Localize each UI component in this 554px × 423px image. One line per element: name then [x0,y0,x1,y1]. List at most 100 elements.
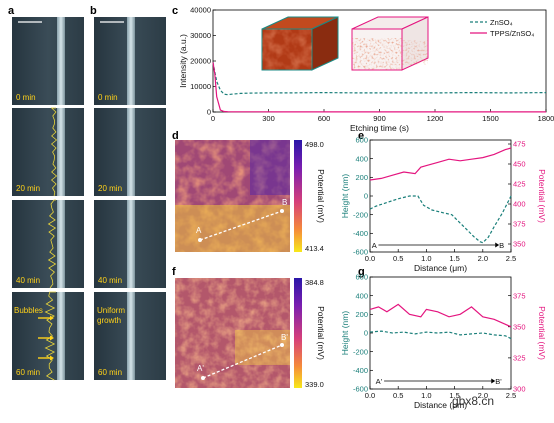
x-tick-label: 0.5 [393,254,403,263]
y-tick-label: 400 [355,291,368,300]
y-right-tick-label: 375 [513,220,526,229]
map-d-colorbar-min: 413.4 [305,244,324,253]
y-tick-label: -200 [353,347,368,356]
map-f-colorbar-max: 384.8 [305,278,324,287]
y-right-tick-label: 350 [513,240,526,249]
x-tick-label: 300 [262,114,275,123]
bubble-arrowhead-1 [50,335,54,341]
x-tick-label: 2.5 [506,391,516,400]
series-line-height [369,330,512,340]
watermark-text: gbx8.cn [452,394,494,408]
map-d-colorbar-label: Potential (mV) [316,169,326,223]
x-tick-label: 900 [373,114,386,123]
y-tick-label: 200 [355,173,368,182]
b-photo-0: 0 min [94,17,166,105]
legend-entry: ZnSO₄ [490,18,513,27]
panel-c-chart: 0 300 600 900 1200 1500 1800 0 10000 20000 30000 40… [178,6,554,133]
y-right-tick-label: 325 [513,353,526,362]
y-tick-label: 0 [364,329,368,338]
y-tick-label: -600 [353,385,368,394]
b-photo-1: 20 min [94,108,166,196]
x-tick-label: 2.0 [478,254,488,263]
y-tick-label: 0 [207,108,211,117]
x-tick-label: 1800 [538,114,554,123]
map-f-colorbar-min: 339.0 [305,380,324,389]
y-right-tick-label: 350 [513,322,526,331]
y-tick-label: -600 [353,248,368,257]
a-photo-3: 60 min [12,291,84,381]
b-time-label: 60 min [98,368,122,377]
x-tick-label: 1.0 [421,254,431,263]
y-tick-label: 0 [364,192,368,201]
x-tick-label: 600 [318,114,331,123]
a-photo-0: 0 min [12,17,84,105]
y-right-tick-label: 400 [513,200,526,209]
x-tick-label: 1.5 [449,254,459,263]
map-f-start-label: A' [197,364,204,373]
panel-g-chart: 0.0 0.5 1.0 1.5 2.0 2.5 -600 -400 -200 0 200 400 600… [340,273,547,410]
x-axis-title: Distance (μm) [414,400,467,410]
map-d-start-label: A [196,226,202,235]
map-f-colorbar [294,278,302,388]
y-axis-title: Intensity (a.u.) [178,34,188,88]
y-axis-title: Height (nm) [340,311,350,356]
panel-f-potential-map: A' B' 384.8 339.0 Potential (mV) [175,278,326,389]
b-photo-3: 60 min [94,292,166,380]
x-tick-label: 2.5 [506,254,516,263]
x-tick-label: 1.5 [449,391,459,400]
panel-a-photos: 0 min 20 min 40 min 60 min Bubbles [12,17,84,381]
e-start-marker: A [372,241,377,250]
panel-letter-e: e [358,130,364,142]
panel-letter-a: a [8,5,15,17]
b-time-label: 0 min [98,93,118,102]
x-tick-label: 1.0 [421,391,431,400]
y-tick-label: 200 [355,310,368,319]
y-tick-label: 10000 [190,82,211,91]
x-tick-label: 0.5 [393,391,403,400]
map-f-end-label: B' [281,333,288,342]
y-tick-label: -400 [353,229,368,238]
series-line-potential [369,303,512,328]
y-right-tick-label: 375 [513,291,526,300]
x-axis-title: Distance (μm) [414,263,467,273]
y-right-axis-title: Potential (mV) [537,169,547,223]
x-axis-title: Etching time (s) [350,123,409,133]
bubble-arrowhead-0 [50,315,54,321]
y-right-tick-label: 300 [513,385,526,394]
b-time-label: 40 min [98,276,122,285]
panel-e-chart: 0.0 0.5 1.0 1.5 2.0 2.5 -600 -400 -200 0 200 400 600… [340,136,547,273]
x-tick-label: 1500 [482,114,499,123]
a-photo-2: 40 min [12,199,84,289]
series-line-potential [369,147,512,181]
series-line-height [369,195,512,244]
b-time-label: 20 min [98,184,122,193]
y-right-tick-label: 450 [513,160,526,169]
uniform-growth-line2: growth [97,316,121,325]
a-photo-1: 20 min [12,107,84,197]
g-arrowhead [491,378,496,384]
cube-inset-znso4 [261,16,339,71]
legend: ZnSO₄ TPPS/ZnSO₄ [470,18,534,38]
map-f-colorbar-label: Potential (mV) [316,306,326,360]
series-line-tpps-znso- [212,62,546,113]
y-tick-label: 40000 [190,6,211,15]
y-tick-label: -200 [353,210,368,219]
b-photo-2: 40 min [94,200,166,288]
x-tick-label: 0 [211,114,215,123]
e-end-marker: B [499,241,504,250]
g-start-marker: A' [376,377,383,386]
x-tick-label: 0.0 [365,391,375,400]
y-tick-label: 600 [355,136,368,145]
a-time-label: 60 min [16,368,40,377]
panel-letters: a b c d e f g [8,5,365,278]
y-tick-label: 30000 [190,31,211,40]
a-time-label: 0 min [16,93,36,102]
y-tick-label: 400 [355,154,368,163]
x-tick-label: 1200 [427,114,444,123]
bubble-arrowhead-2 [50,355,54,361]
panel-letter-f: f [172,266,176,278]
a-time-label: 40 min [16,276,40,285]
map-d-colorbar-max: 498.0 [305,140,324,149]
